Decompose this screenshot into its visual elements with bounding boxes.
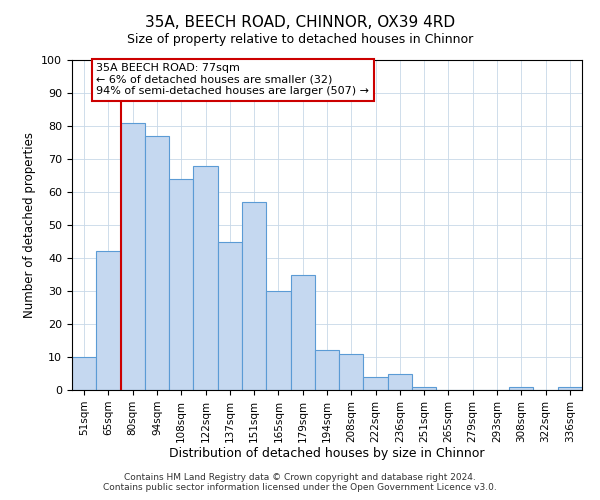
Text: Size of property relative to detached houses in Chinnor: Size of property relative to detached ho… [127, 32, 473, 46]
Bar [193, 166, 218, 390]
Bar [315, 350, 339, 390]
Text: Contains HM Land Registry data © Crown copyright and database right 2024.
Contai: Contains HM Land Registry data © Crown c… [103, 473, 497, 492]
Bar [509, 386, 533, 390]
Bar [145, 136, 169, 390]
Bar [412, 386, 436, 390]
Bar [558, 386, 582, 390]
Bar [266, 291, 290, 390]
Bar [290, 274, 315, 390]
Text: 35A BEECH ROAD: 77sqm
← 6% of detached houses are smaller (32)
94% of semi-detac: 35A BEECH ROAD: 77sqm ← 6% of detached h… [96, 64, 369, 96]
Bar [339, 354, 364, 390]
Bar [96, 252, 121, 390]
Bar [218, 242, 242, 390]
Bar [169, 179, 193, 390]
Y-axis label: Number of detached properties: Number of detached properties [23, 132, 36, 318]
Bar [388, 374, 412, 390]
Text: 35A, BEECH ROAD, CHINNOR, OX39 4RD: 35A, BEECH ROAD, CHINNOR, OX39 4RD [145, 15, 455, 30]
Bar [121, 122, 145, 390]
Bar [242, 202, 266, 390]
Bar [364, 377, 388, 390]
Bar [72, 357, 96, 390]
X-axis label: Distribution of detached houses by size in Chinnor: Distribution of detached houses by size … [169, 448, 485, 460]
